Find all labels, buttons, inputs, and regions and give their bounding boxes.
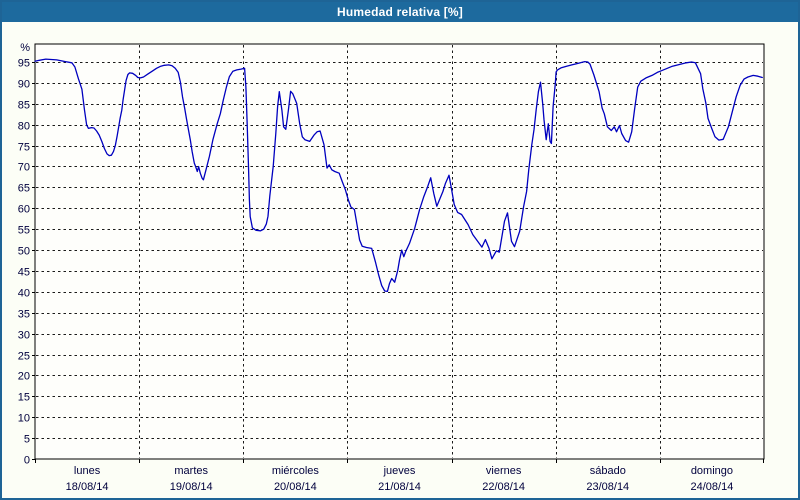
y-tick-label: 90 — [18, 79, 30, 91]
x-day-label: sábado — [590, 465, 626, 477]
y-tick-label: 10 — [18, 413, 30, 425]
x-day-label: lunes — [74, 465, 101, 477]
window-title: Humedad relativa [%] — [2, 2, 798, 22]
y-tick-label: 45 — [18, 267, 30, 279]
y-tick-label: 75 — [18, 142, 30, 154]
x-date-label: 23/08/14 — [586, 481, 629, 493]
y-tick-label: 65 — [18, 183, 30, 195]
y-tick-label: 20 — [18, 371, 30, 383]
y-tick-label: 70 — [18, 162, 30, 174]
y-tick-label: 5 — [24, 434, 30, 446]
y-tick-label: 30 — [18, 330, 30, 342]
y-tick-label: 40 — [18, 288, 30, 300]
y-tick-label: 60 — [18, 204, 30, 216]
y-tick-label: 50 — [18, 246, 30, 258]
x-date-label: 24/08/14 — [691, 481, 734, 493]
y-tick-label: 85 — [18, 100, 30, 112]
x-day-label: domingo — [691, 465, 733, 477]
x-date-label: 19/08/14 — [170, 481, 213, 493]
x-date-label: 20/08/14 — [274, 481, 317, 493]
y-tick-label: 25 — [18, 351, 30, 363]
x-date-label: 18/08/14 — [66, 481, 109, 493]
y-tick-label: 35 — [18, 309, 30, 321]
x-day-label: martes — [174, 465, 208, 477]
y-tick-label: 55 — [18, 225, 30, 237]
x-day-label: jueves — [383, 465, 416, 477]
plot-area — [34, 43, 765, 460]
y-axis-unit-label: % — [20, 42, 30, 54]
humidity-line — [34, 58, 763, 293]
y-tick-label: 0 — [24, 455, 30, 467]
y-tick-label: 80 — [18, 121, 30, 133]
x-day-label: viernes — [486, 465, 522, 477]
y-tick-label: 95 — [18, 58, 30, 70]
x-day-label: miércoles — [272, 465, 320, 477]
x-date-label: 21/08/14 — [378, 481, 421, 493]
y-tick-label: 15 — [18, 392, 30, 404]
x-date-label: 22/08/14 — [482, 481, 525, 493]
